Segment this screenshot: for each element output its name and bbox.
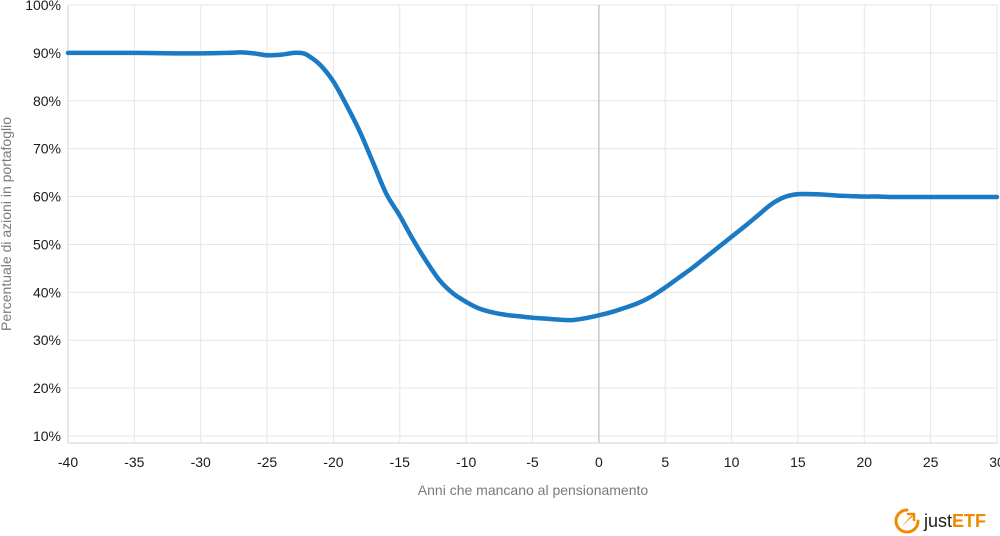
y-tick-label: 30% xyxy=(33,332,61,348)
compass-arrow-icon xyxy=(894,508,920,534)
gridlines xyxy=(67,4,998,443)
justetf-logo: justETF xyxy=(894,508,986,534)
x-tick-label: 15 xyxy=(790,454,806,470)
series-group xyxy=(65,50,1000,323)
y-axis-title: Percentuale di azioni in portafoglio xyxy=(0,117,14,331)
axes xyxy=(67,5,997,444)
x-tick-label: -25 xyxy=(257,454,277,470)
y-axis-ticks: 10% 20% 30% 40% 50% 60% 70% 80% 90% 100% xyxy=(25,0,61,444)
y-tick-label: 70% xyxy=(33,141,61,157)
x-tick-label: -15 xyxy=(390,454,410,470)
logo-etf: ETF xyxy=(952,510,987,531)
x-tick-label: -40 xyxy=(58,454,78,470)
x-tick-label: -10 xyxy=(456,454,476,470)
y-tick-label: 50% xyxy=(33,236,61,252)
x-tick-label: 30 xyxy=(989,454,1000,470)
x-tick-label: 5 xyxy=(661,454,669,470)
x-tick-label: -5 xyxy=(526,454,539,470)
logo-just: just xyxy=(924,510,953,531)
y-tick-label: 90% xyxy=(33,45,61,61)
x-axis-ticks: -40 -35 -30 -25 -20 -15 -10 -5 0 5 10 15 20 25 30 xyxy=(58,454,1000,470)
y-tick-label: 100% xyxy=(25,0,61,13)
y-tick-label: 10% xyxy=(33,428,61,444)
y-tick-label: 40% xyxy=(33,284,61,300)
series-line xyxy=(65,50,1000,323)
x-tick-label: 25 xyxy=(923,454,939,470)
logo-wordmark: justETF xyxy=(924,511,986,532)
x-tick-label: -35 xyxy=(124,454,144,470)
x-tick-label: -30 xyxy=(191,454,211,470)
y-tick-label: 20% xyxy=(33,380,61,396)
x-tick-label: 20 xyxy=(856,454,872,470)
x-axis-title: Anni che mancano al pensionamento xyxy=(418,482,649,498)
y-tick-label: 60% xyxy=(33,189,61,205)
x-tick-label: -20 xyxy=(323,454,343,470)
x-tick-label: 0 xyxy=(595,454,603,470)
y-tick-label: 80% xyxy=(33,93,61,109)
x-tick-label: 10 xyxy=(724,454,740,470)
